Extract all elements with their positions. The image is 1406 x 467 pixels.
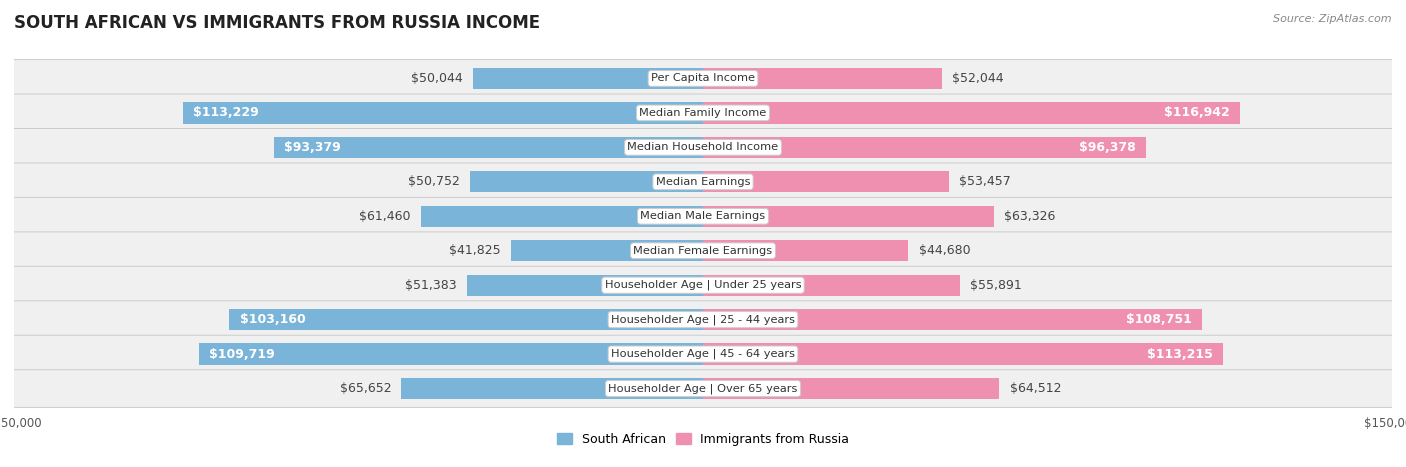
Text: $103,160: $103,160 bbox=[239, 313, 305, 326]
Bar bbox=[274, 137, 703, 158]
Bar bbox=[420, 205, 703, 227]
Bar bbox=[703, 378, 1000, 399]
Text: $93,379: $93,379 bbox=[284, 141, 342, 154]
Text: $44,680: $44,680 bbox=[918, 244, 970, 257]
FancyBboxPatch shape bbox=[0, 60, 1406, 97]
Bar bbox=[703, 102, 1240, 124]
Bar bbox=[703, 275, 960, 296]
Text: $50,752: $50,752 bbox=[408, 175, 460, 188]
Text: Source: ZipAtlas.com: Source: ZipAtlas.com bbox=[1274, 14, 1392, 24]
Text: $50,044: $50,044 bbox=[411, 72, 463, 85]
Text: Householder Age | 45 - 64 years: Householder Age | 45 - 64 years bbox=[612, 349, 794, 359]
Bar bbox=[703, 205, 994, 227]
Bar bbox=[703, 171, 949, 192]
Bar bbox=[703, 240, 908, 262]
Text: $63,326: $63,326 bbox=[1004, 210, 1056, 223]
Text: Householder Age | 25 - 44 years: Householder Age | 25 - 44 years bbox=[612, 314, 794, 325]
Text: Median Male Earnings: Median Male Earnings bbox=[641, 211, 765, 221]
Bar bbox=[470, 171, 703, 192]
FancyBboxPatch shape bbox=[0, 370, 1406, 407]
Text: Median Family Income: Median Family Income bbox=[640, 108, 766, 118]
Legend: South African, Immigrants from Russia: South African, Immigrants from Russia bbox=[551, 428, 855, 451]
Bar bbox=[703, 309, 1202, 330]
FancyBboxPatch shape bbox=[0, 94, 1406, 132]
Text: $116,942: $116,942 bbox=[1164, 106, 1230, 120]
FancyBboxPatch shape bbox=[0, 266, 1406, 304]
Bar bbox=[474, 68, 703, 89]
Bar bbox=[183, 102, 703, 124]
FancyBboxPatch shape bbox=[0, 301, 1406, 339]
FancyBboxPatch shape bbox=[0, 198, 1406, 235]
Text: Householder Age | Over 65 years: Householder Age | Over 65 years bbox=[609, 383, 797, 394]
Bar bbox=[510, 240, 703, 262]
Text: $113,229: $113,229 bbox=[193, 106, 259, 120]
Bar bbox=[703, 343, 1223, 365]
Bar bbox=[703, 137, 1146, 158]
Text: Median Household Income: Median Household Income bbox=[627, 142, 779, 152]
Text: Per Capita Income: Per Capita Income bbox=[651, 73, 755, 84]
Text: $65,652: $65,652 bbox=[339, 382, 391, 395]
Text: Householder Age | Under 25 years: Householder Age | Under 25 years bbox=[605, 280, 801, 290]
Text: $41,825: $41,825 bbox=[449, 244, 501, 257]
FancyBboxPatch shape bbox=[0, 163, 1406, 201]
Text: $108,751: $108,751 bbox=[1126, 313, 1192, 326]
Bar bbox=[229, 309, 703, 330]
Text: $61,460: $61,460 bbox=[359, 210, 411, 223]
Bar bbox=[467, 275, 703, 296]
Text: $96,378: $96,378 bbox=[1078, 141, 1135, 154]
Text: $52,044: $52,044 bbox=[952, 72, 1004, 85]
Bar bbox=[200, 343, 703, 365]
Text: $53,457: $53,457 bbox=[959, 175, 1011, 188]
Bar bbox=[703, 68, 942, 89]
Text: Median Female Earnings: Median Female Earnings bbox=[634, 246, 772, 256]
Text: $109,719: $109,719 bbox=[209, 347, 276, 361]
FancyBboxPatch shape bbox=[0, 335, 1406, 373]
Text: $113,215: $113,215 bbox=[1147, 347, 1212, 361]
Text: $51,383: $51,383 bbox=[405, 279, 457, 292]
FancyBboxPatch shape bbox=[0, 232, 1406, 269]
FancyBboxPatch shape bbox=[0, 128, 1406, 166]
Text: SOUTH AFRICAN VS IMMIGRANTS FROM RUSSIA INCOME: SOUTH AFRICAN VS IMMIGRANTS FROM RUSSIA … bbox=[14, 14, 540, 32]
Text: $55,891: $55,891 bbox=[970, 279, 1022, 292]
Text: Median Earnings: Median Earnings bbox=[655, 177, 751, 187]
Text: $64,512: $64,512 bbox=[1010, 382, 1062, 395]
Bar bbox=[402, 378, 703, 399]
